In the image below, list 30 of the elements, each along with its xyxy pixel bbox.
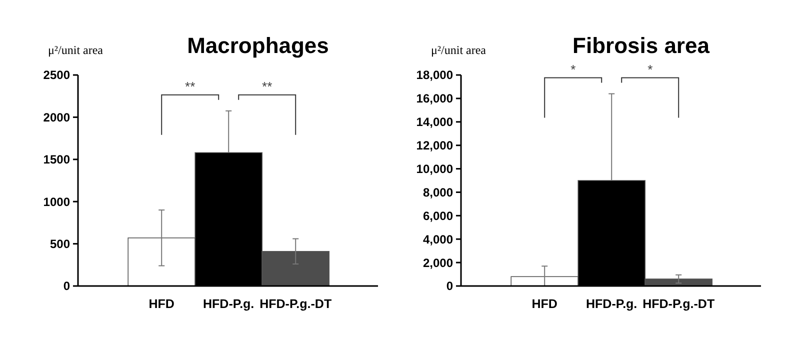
y-tick-label: 500 bbox=[50, 237, 70, 251]
y-axis-title: μ²/unit area bbox=[431, 43, 487, 57]
x-tick-label: HFD-P.g.-DT bbox=[642, 297, 715, 311]
y-tick-label: 4,000 bbox=[422, 232, 454, 246]
y-tick-label: 6,000 bbox=[422, 208, 454, 223]
y-tick-label: 14,000 bbox=[416, 115, 454, 130]
x-tick-label: HFD-P.g. bbox=[203, 297, 254, 311]
chart-title: Fibrosis area bbox=[572, 33, 710, 58]
chart-title: Macrophages bbox=[187, 33, 329, 58]
y-tick-label: 1500 bbox=[43, 152, 70, 167]
x-tick-label: HFD bbox=[148, 297, 174, 311]
annotation: * bbox=[648, 62, 653, 77]
y-tick-label: 10,000 bbox=[416, 162, 454, 176]
y-tick-label: 0 bbox=[63, 279, 70, 294]
y-tick-label: 0 bbox=[446, 279, 454, 294]
y-axis-title: μ²/unit area bbox=[48, 43, 104, 57]
annotation: * bbox=[570, 62, 576, 77]
y-tick-label: 18,000 bbox=[416, 68, 454, 82]
x-tick-label: HFD-P.g. bbox=[586, 297, 638, 311]
y-tick-label: 16,000 bbox=[416, 92, 454, 106]
y-tick-label: 1000 bbox=[43, 194, 70, 209]
x-tick-label: HFD-P.g.-DT bbox=[260, 297, 332, 311]
annotation: ** bbox=[185, 78, 196, 94]
y-tick-label: 2,000 bbox=[422, 256, 454, 270]
y-tick-label: 2500 bbox=[43, 68, 70, 82]
x-tick-label: HFD bbox=[532, 297, 558, 311]
y-tick-label: 2000 bbox=[43, 110, 70, 124]
annotation: ** bbox=[262, 78, 272, 94]
y-tick-label: 12,000 bbox=[416, 138, 454, 153]
y-tick-label: 8,000 bbox=[422, 185, 454, 200]
